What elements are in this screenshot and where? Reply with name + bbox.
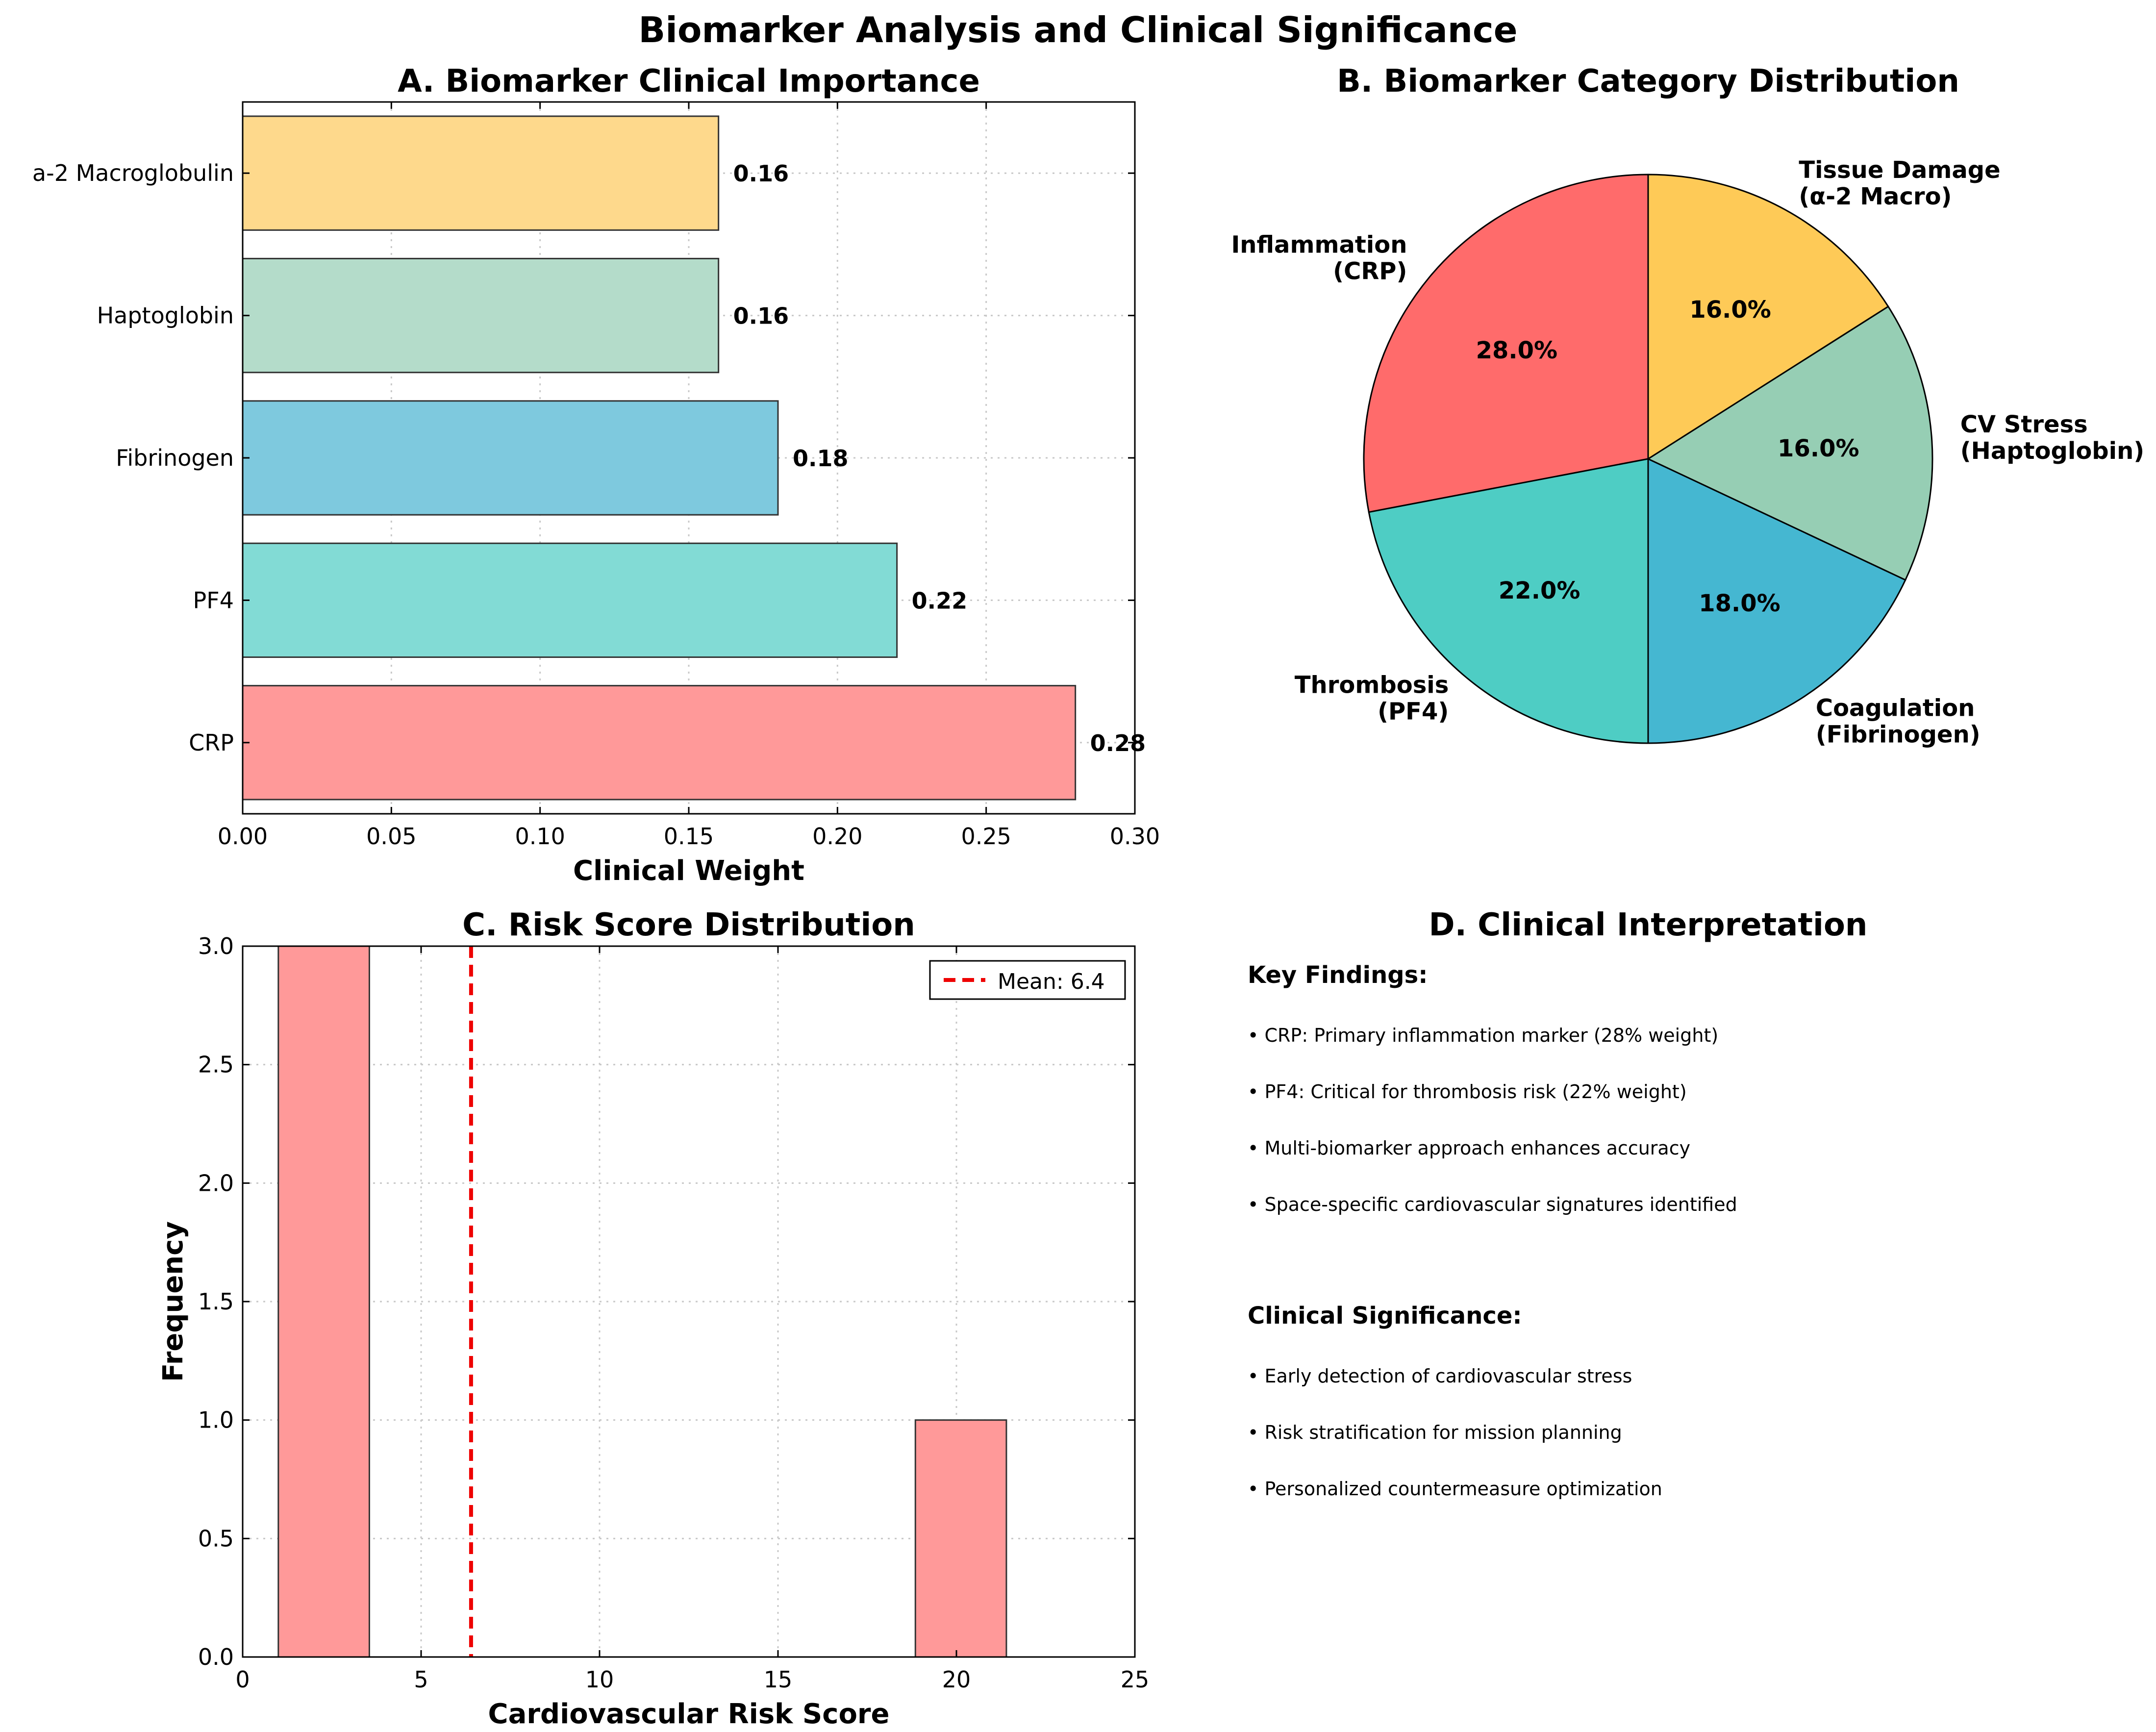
- pie-slice-coagulation: [1647, 457, 1906, 744]
- pie-slice-tissue-damage: [1647, 174, 1889, 460]
- pie-category-label: Thrombosis (PF4): [1295, 672, 1449, 726]
- x-tick-label: 0.05: [366, 823, 416, 850]
- panel-c-frame: [242, 945, 1136, 1658]
- pie-category-label: Tissue Damage (α-2 Macro): [1799, 156, 2000, 210]
- panel-a-xlabel: Clinical Weight: [573, 855, 804, 887]
- panel-b-category-labels: Inflammation (CRP) Thrombosis (PF4) Coagulat…: [1231, 156, 2144, 749]
- pie-category-label-line: CV Stress: [1960, 411, 2088, 438]
- panel-d-clinical-interpretation: D. Clinical Interpretation Key Findings:…: [1248, 907, 1867, 1500]
- pie-category-label-line: (α-2 Macro): [1799, 183, 1952, 210]
- panel-c-x-ticks: 0 5 10 15 20 25: [235, 946, 1149, 1693]
- panel-c-title: C. Risk Score Distribution: [462, 907, 915, 943]
- y-tick-label: 3.0: [198, 933, 234, 959]
- y-tick-label: 0.5: [198, 1525, 234, 1552]
- panel-b-title: B. Biomarker Category Distribution: [1337, 63, 1959, 100]
- y-tick-label: 0.0: [198, 1644, 234, 1670]
- figure-title: Biomarker Analysis and Clinical Signific…: [638, 9, 1517, 50]
- pie-percent-label: 22.0%: [1499, 577, 1580, 604]
- pie-category-label-line: Inflammation: [1231, 231, 1407, 258]
- pie-percent-label: 18.0%: [1699, 590, 1780, 617]
- bar-haptoglobin: [242, 257, 720, 374]
- bar-fibrinogen: [242, 400, 779, 516]
- pie-percent-label: 16.0%: [1778, 435, 1859, 462]
- pie-category-label-line: Tissue Damage: [1799, 156, 2000, 184]
- key-findings-heading: Key Findings:: [1248, 961, 1428, 989]
- clinical-significance-heading: Clinical Significance:: [1248, 1302, 1522, 1330]
- key-finding-item: • PF4: Critical for thrombosis risk (22%…: [1248, 1081, 1687, 1103]
- panel-a-frame: [242, 101, 1136, 815]
- x-tick-label: 15: [764, 1666, 793, 1693]
- y-tick-label: Fibrinogen: [116, 445, 234, 471]
- pie-category-label-line: (Haptoglobin): [1960, 437, 2145, 465]
- y-tick-label: PF4: [193, 587, 234, 613]
- x-tick-label: 0.20: [812, 823, 862, 850]
- bar-value-label: 0.16: [733, 160, 789, 187]
- pie-category-label-line: Coagulation: [1816, 695, 1975, 722]
- panel-c-y-ticks: 0.0 0.5 1.0 1.5 2.0 2.5 3.0: [198, 933, 1135, 1670]
- x-tick-label: 25: [1121, 1666, 1150, 1693]
- pie-category-label-line: (CRP): [1333, 257, 1407, 285]
- panel-a-value-labels: 0.28 0.22 0.18 0.16 0.16: [733, 160, 1146, 756]
- x-tick-label: 10: [585, 1666, 614, 1693]
- x-tick-label: 20: [942, 1666, 971, 1693]
- x-tick-label: 0.00: [218, 823, 268, 850]
- y-tick-label: 2.0: [198, 1170, 234, 1196]
- panel-a-title: A. Biomarker Clinical Importance: [398, 63, 980, 100]
- bar-value-label: 0.18: [793, 445, 849, 472]
- significance-item: • Early detection of cardiovascular stre…: [1248, 1365, 1632, 1387]
- y-tick-label: 2.5: [198, 1052, 234, 1078]
- panel-c-grid: [243, 946, 1135, 1657]
- pie-slice-thrombosis: [1368, 458, 1649, 744]
- pie-category-label-line: (PF4): [1378, 698, 1449, 726]
- y-tick-label: CRP: [189, 729, 234, 756]
- panel-b-pie-chart: B. Biomarker Category Distribution 28.0%…: [1231, 63, 2144, 749]
- panel-a-x-ticks: 0.00 0.05 0.10 0.15 0.20 0.25 0.30: [218, 102, 1160, 850]
- y-tick-label: a-2 Macroglobulin: [32, 160, 234, 186]
- histogram-bar: [914, 1419, 1007, 1658]
- pie-category-label: CV Stress (Haptoglobin): [1960, 411, 2145, 465]
- x-tick-label: 0.10: [515, 823, 565, 850]
- histogram-bar: [277, 945, 370, 1658]
- panel-c-xlabel: Cardiovascular Risk Score: [488, 1698, 889, 1730]
- y-tick-label: 1.5: [198, 1288, 234, 1315]
- pie-category-label-line: Thrombosis: [1295, 672, 1449, 699]
- panel-a-bar-chart: A. Biomarker Clinical Importance 0.280.2…: [32, 63, 1160, 887]
- pie-category-label-line: (Fibrinogen): [1816, 721, 1981, 749]
- key-finding-item: • Multi-biomarker approach enhances accu…: [1248, 1137, 1690, 1159]
- panel-c-histogram: C. Risk Score Distribution 0 5 10 15 20 25 0.…: [157, 907, 1149, 1730]
- panel-c-ylabel: Frequency: [157, 1221, 189, 1382]
- bar-value-label: 0.22: [912, 587, 968, 614]
- x-tick-label: 0.25: [961, 823, 1011, 850]
- x-tick-label: 0: [235, 1666, 250, 1693]
- significance-item: • Risk stratification for mission planni…: [1248, 1422, 1622, 1443]
- pie-category-label: Coagulation (Fibrinogen): [1816, 695, 1981, 749]
- panel-d-title: D. Clinical Interpretation: [1429, 907, 1868, 943]
- pie-category-label: Inflammation (CRP): [1231, 231, 1407, 285]
- panel-a-y-ticks: CRP PF4 Fibrinogen Haptoglobin a-2 Macroglob…: [32, 160, 1135, 756]
- y-tick-label: 1.0: [198, 1407, 234, 1433]
- y-tick-label: Haptoglobin: [97, 302, 234, 329]
- bar-value-label: 0.16: [733, 303, 789, 329]
- legend-mean-label: Mean: 6.4: [998, 969, 1105, 994]
- pie-percent-label: 28.0%: [1476, 337, 1558, 364]
- bar-a-2-macroglobulin: [242, 115, 720, 231]
- key-finding-item: • Space-specific cardiovascular signatur…: [1248, 1194, 1737, 1215]
- bar-value-label: 0.28: [1090, 730, 1146, 756]
- panel-b-percent-labels: 28.0% 22.0% 18.0% 16.0% 16.0%: [1476, 296, 1859, 617]
- x-tick-label: 0.30: [1110, 823, 1160, 850]
- panel-b-slices: [1363, 174, 1933, 744]
- x-tick-label: 5: [414, 1666, 428, 1693]
- bar-pf4: [242, 542, 898, 658]
- pie-slice-cv-stress: [1646, 305, 1933, 581]
- x-tick-label: 0.15: [664, 823, 714, 850]
- pie-slice-inflammation: [1363, 174, 1649, 513]
- bar-crp: [242, 685, 1077, 801]
- pie-percent-label: 16.0%: [1689, 296, 1771, 324]
- panel-c-legend: Mean: 6.4: [929, 960, 1126, 1000]
- panel-c-bars: [277, 945, 1007, 1658]
- significance-item: • Personalized countermeasure optimizati…: [1248, 1478, 1662, 1500]
- key-finding-item: • CRP: Primary inflammation marker (28% …: [1248, 1025, 1718, 1046]
